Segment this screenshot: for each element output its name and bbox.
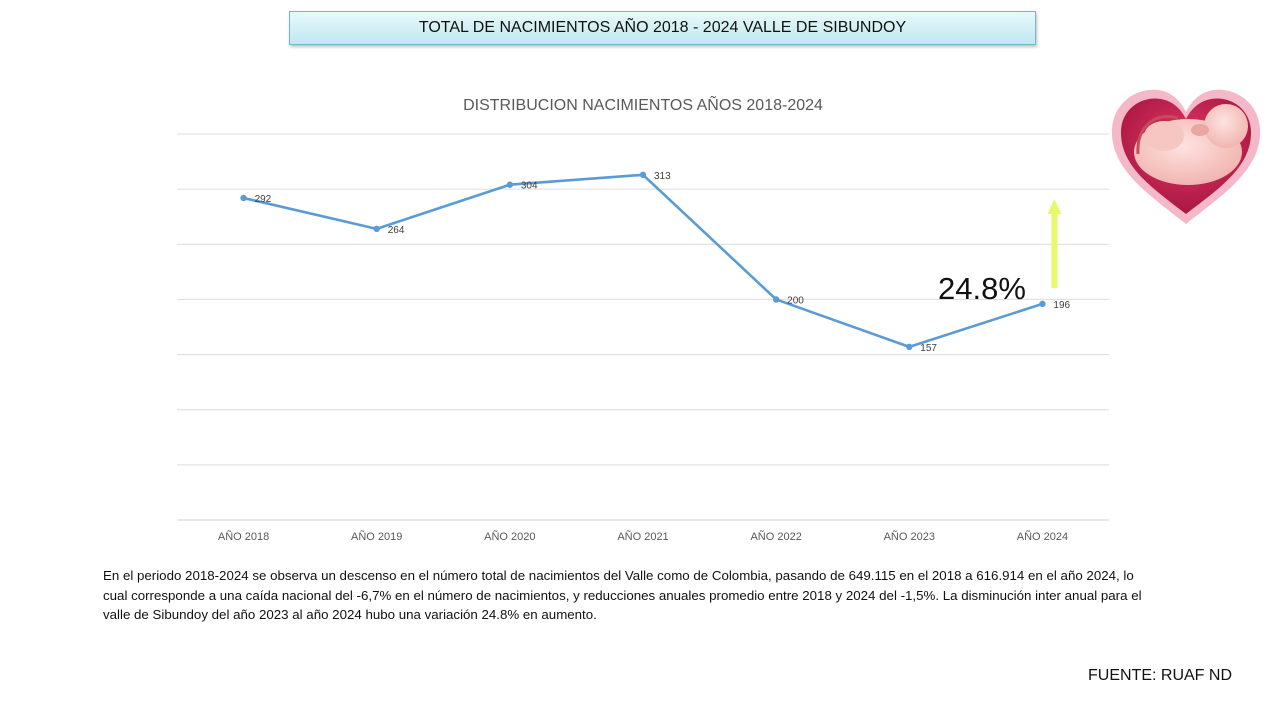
x-tick-label: AÑO 2020 [484, 530, 535, 543]
data-label: 304 [521, 181, 538, 192]
x-tick-label: AÑO 2018 [218, 530, 269, 543]
data-point [772, 296, 780, 303]
chart-data-labels: 292 264 304 313 200 157 196 [255, 171, 1071, 354]
data-label: 200 [787, 295, 804, 306]
x-tick-label: AÑO 2024 [1017, 530, 1068, 543]
description-text: En el periodo 2018-2024 se observa un de… [103, 568, 1142, 622]
variation-percent-label: 24.8% [938, 271, 1026, 306]
data-point [506, 181, 514, 188]
header-title: TOTAL DE NACIMIENTOS AÑO 2018 - 2024 VAL… [289, 11, 1036, 45]
chart-points [240, 171, 1046, 351]
increase-arrow [1047, 199, 1062, 288]
data-label: 157 [920, 343, 937, 354]
data-point [639, 171, 647, 179]
fetus-heart-icon [1111, 89, 1261, 224]
x-tick-label: AÑO 2021 [617, 530, 668, 543]
chart-title: DISTRIBUCION NACIMIENTOS AÑOS 2018-2024 [463, 97, 823, 114]
data-point [1039, 300, 1046, 308]
series-line [243, 173, 1043, 349]
chart-x-axis: AÑO 2018 AÑO 2019 AÑO 2020 AÑO 2021 AÑO 2022… [218, 530, 1068, 543]
data-label: 196 [1053, 300, 1070, 311]
data-label: 313 [654, 171, 671, 182]
data-label: 264 [388, 225, 405, 236]
x-tick-label: AÑO 2023 [884, 530, 935, 543]
data-label: 292 [255, 194, 272, 205]
data-point [906, 343, 913, 351]
x-tick-label: AÑO 2019 [351, 530, 402, 543]
x-tick-label: AÑO 2022 [750, 530, 801, 543]
source-label: FUENTE: RUAF ND [1088, 667, 1232, 684]
data-point [240, 194, 247, 202]
arrow-head [1047, 199, 1062, 214]
chart-series [243, 173, 1043, 349]
data-point [373, 225, 380, 233]
chart-gridlines [177, 133, 1109, 521]
